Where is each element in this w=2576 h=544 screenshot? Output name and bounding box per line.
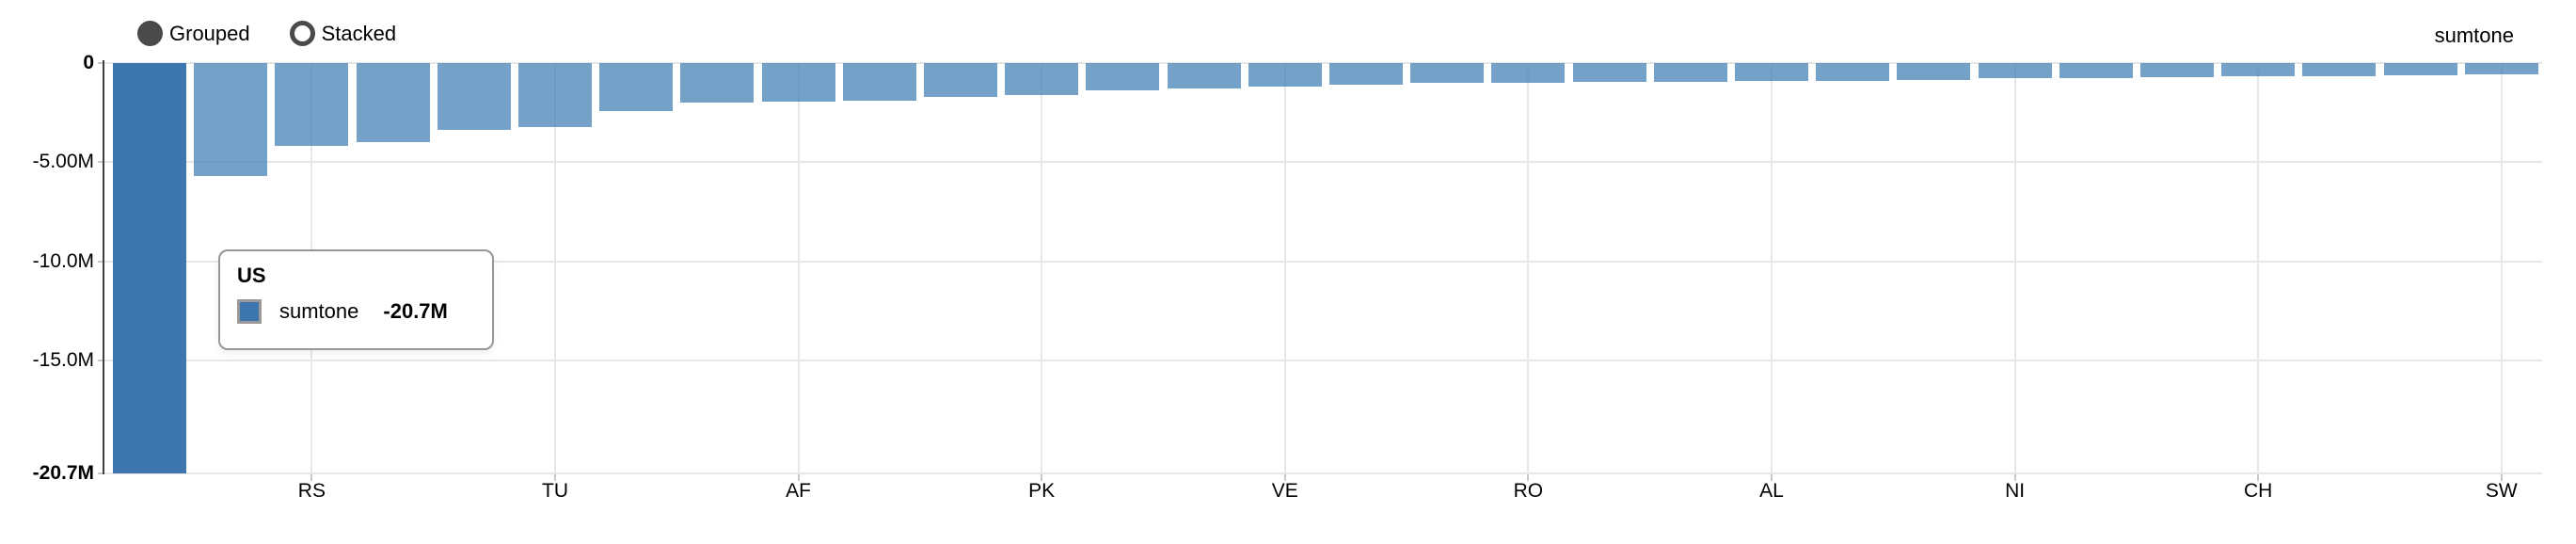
- bar[interactable]: [356, 63, 430, 143]
- bar-us[interactable]: [113, 63, 186, 473]
- x-gridline: [2257, 63, 2260, 473]
- bar[interactable]: [1897, 63, 1971, 80]
- bar[interactable]: [761, 63, 835, 103]
- x-tick-mark: [1527, 472, 1530, 481]
- x-gridline: [1527, 63, 1530, 473]
- y-tick-mark: [98, 260, 104, 263]
- bar[interactable]: [2140, 63, 2214, 78]
- y-gridline: [104, 359, 2542, 361]
- legend-dot-icon: [2406, 25, 2427, 47]
- x-gridline: [2500, 63, 2503, 473]
- tooltip: US sumtone -20.7M: [218, 249, 494, 350]
- tooltip-series-label: sumtone: [279, 299, 359, 323]
- bar[interactable]: [2059, 63, 2133, 78]
- tooltip-title: US: [237, 264, 266, 287]
- radio-selected-icon[interactable]: [137, 21, 163, 46]
- y-axis-label: -10.0M: [32, 249, 94, 272]
- x-axis-label-al: AL: [1759, 480, 1784, 502]
- legend-label: sumtone: [2434, 24, 2514, 47]
- x-gridline: [554, 63, 556, 473]
- y-axis-label: -5.00M: [32, 151, 94, 173]
- x-gridline: [797, 63, 800, 473]
- bar[interactable]: [437, 63, 511, 130]
- y-tick-mark: [98, 62, 104, 64]
- legend-item-sumtone[interactable]: sumtone: [2406, 24, 2514, 48]
- y-gridline: [104, 260, 2542, 263]
- x-axis-label-pk: PK: [1028, 480, 1056, 502]
- bar[interactable]: [1086, 63, 1160, 91]
- x-axis-baseline: [104, 472, 2542, 474]
- bar[interactable]: [2302, 63, 2377, 76]
- bar[interactable]: [2221, 63, 2296, 77]
- x-axis-label-ro: RO: [1513, 480, 1544, 502]
- bar[interactable]: [924, 63, 997, 98]
- bar[interactable]: [1816, 63, 1890, 81]
- x-axis-label-tu: TU: [542, 480, 568, 502]
- y-axis-label: -15.0M: [32, 348, 94, 371]
- x-tick-mark: [554, 472, 556, 481]
- x-tick-mark: [310, 472, 313, 481]
- bar[interactable]: [1978, 63, 2052, 79]
- x-axis-label-rs: RS: [297, 480, 326, 502]
- radio-unselected-icon[interactable]: [289, 21, 315, 46]
- bar[interactable]: [1572, 63, 1646, 82]
- x-axis-label-sw: SW: [2485, 480, 2518, 502]
- bar[interactable]: [518, 63, 592, 128]
- bar[interactable]: [2383, 63, 2457, 76]
- bar[interactable]: [1167, 63, 1241, 88]
- bar[interactable]: [275, 63, 349, 147]
- x-axis-label-ni: NI: [2005, 480, 2026, 502]
- x-axis-label-af: AF: [786, 480, 812, 502]
- tooltip-row: sumtone -20.7M: [237, 299, 475, 324]
- stacked-radio-label: Stacked: [321, 21, 397, 45]
- bar[interactable]: [1491, 63, 1566, 83]
- x-tick-mark: [1041, 472, 1043, 481]
- x-tick-mark: [2500, 472, 2503, 481]
- y-axis-line: [103, 60, 104, 474]
- x-tick-mark: [2013, 472, 2016, 481]
- bar[interactable]: [194, 63, 268, 177]
- bar[interactable]: [2464, 63, 2538, 75]
- bar[interactable]: [1735, 63, 1808, 81]
- bar[interactable]: [680, 63, 755, 104]
- x-axis-label-ve: VE: [1271, 480, 1298, 502]
- bar[interactable]: [599, 63, 674, 111]
- x-tick-mark: [1771, 472, 1773, 481]
- bar[interactable]: [1653, 63, 1727, 82]
- bar[interactable]: [1005, 63, 1079, 95]
- stacked-radio[interactable]: Stacked: [289, 21, 397, 46]
- x-gridline: [2013, 63, 2016, 473]
- grouped-radio-label: Grouped: [169, 21, 250, 45]
- x-gridline: [1283, 63, 1286, 473]
- x-tick-mark: [797, 472, 800, 481]
- x-tick-mark: [1283, 472, 1286, 481]
- bar[interactable]: [842, 63, 916, 102]
- y-axis-label: 0: [83, 52, 94, 73]
- grouped-radio[interactable]: Grouped: [137, 21, 250, 46]
- y-tick-mark: [98, 359, 104, 361]
- bar[interactable]: [1329, 63, 1403, 85]
- y-gridline: [104, 161, 2542, 164]
- chart-mode-controls: Grouped Stacked: [137, 21, 396, 46]
- x-gridline: [1041, 63, 1043, 473]
- x-tick-mark: [2257, 472, 2260, 481]
- bar[interactable]: [1410, 63, 1485, 84]
- bar[interactable]: [1248, 63, 1322, 88]
- y-tick-mark: [98, 472, 104, 474]
- x-gridline: [1771, 63, 1773, 473]
- x-axis-label-ch: CH: [2244, 480, 2273, 502]
- tooltip-value: -20.7M: [383, 299, 448, 323]
- y-gridline: [104, 62, 2542, 64]
- y-tick-mark: [98, 161, 104, 164]
- y-axis-label: -20.7M: [32, 462, 94, 484]
- tooltip-swatch-icon: [237, 299, 262, 324]
